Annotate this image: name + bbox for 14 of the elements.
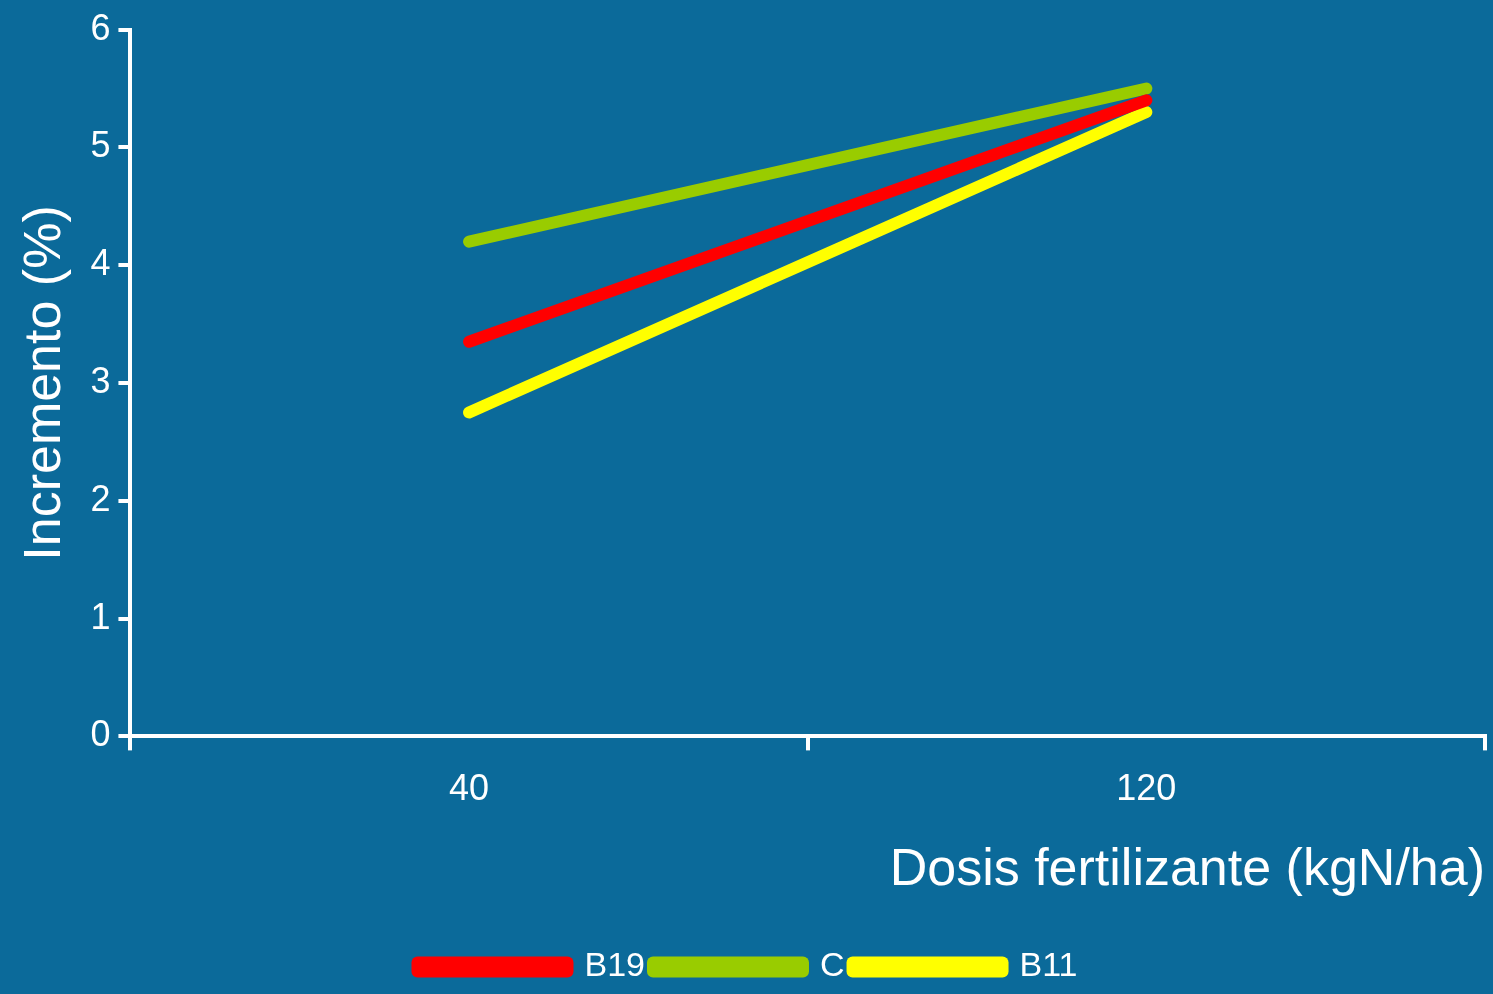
y-tick-label: 5 xyxy=(90,124,111,166)
legend-label: C xyxy=(819,945,845,984)
y-tick-label: 2 xyxy=(90,477,111,519)
y-tick-label: 6 xyxy=(90,6,111,48)
y-axis-title: Incremento (%) xyxy=(12,205,71,561)
y-tick-label: 4 xyxy=(90,242,111,284)
legend-label: B19 xyxy=(584,945,645,984)
x-tick-label: 120 xyxy=(1116,766,1177,808)
y-tick-label: 1 xyxy=(90,595,111,637)
legend-label: B11 xyxy=(1019,945,1078,984)
x-tick-label: 40 xyxy=(449,766,490,808)
y-tick-label: 0 xyxy=(90,713,111,755)
x-axis-title: Dosis fertilizante (kgN/ha) xyxy=(889,838,1485,897)
y-tick-label: 3 xyxy=(90,359,111,401)
